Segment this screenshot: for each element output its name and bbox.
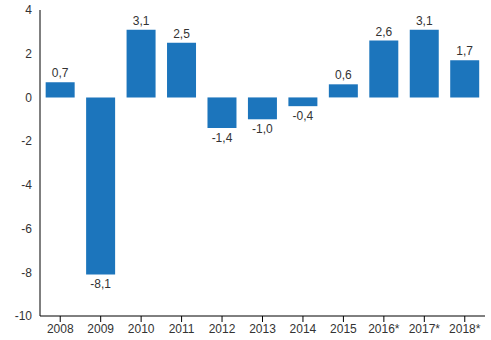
svg-text:-8: -8 xyxy=(21,266,32,280)
svg-text:2012: 2012 xyxy=(209,322,236,336)
svg-text:4: 4 xyxy=(25,3,32,17)
svg-text:2010: 2010 xyxy=(128,322,155,336)
svg-text:2011: 2011 xyxy=(169,322,195,336)
svg-text:-10: -10 xyxy=(15,309,33,323)
svg-text:1,7: 1,7 xyxy=(456,44,473,58)
svg-text:0,7: 0,7 xyxy=(52,66,69,80)
svg-text:3,1: 3,1 xyxy=(416,14,433,28)
svg-text:2013: 2013 xyxy=(249,322,276,336)
svg-text:0,6: 0,6 xyxy=(335,68,352,82)
svg-text:2017*: 2017* xyxy=(409,322,441,336)
svg-text:0: 0 xyxy=(25,91,32,105)
svg-text:2014: 2014 xyxy=(290,322,317,336)
svg-text:-1,0: -1,0 xyxy=(252,122,273,136)
svg-text:2018*: 2018* xyxy=(449,322,481,336)
svg-text:3,1: 3,1 xyxy=(133,14,150,28)
svg-text:-4: -4 xyxy=(21,178,32,192)
svg-text:2008: 2008 xyxy=(47,322,74,336)
svg-text:-2: -2 xyxy=(21,134,32,148)
svg-text:-0,4: -0,4 xyxy=(293,109,314,123)
svg-text:2016*: 2016* xyxy=(368,322,400,336)
svg-text:-1,4: -1,4 xyxy=(212,131,233,145)
svg-text:-6: -6 xyxy=(21,222,32,236)
svg-text:2: 2 xyxy=(25,47,32,61)
svg-text:-8,1: -8,1 xyxy=(90,277,111,291)
svg-text:2015: 2015 xyxy=(330,322,357,336)
svg-text:2009: 2009 xyxy=(87,322,114,336)
svg-text:2,5: 2,5 xyxy=(173,27,190,41)
svg-text:2,6: 2,6 xyxy=(375,25,392,39)
